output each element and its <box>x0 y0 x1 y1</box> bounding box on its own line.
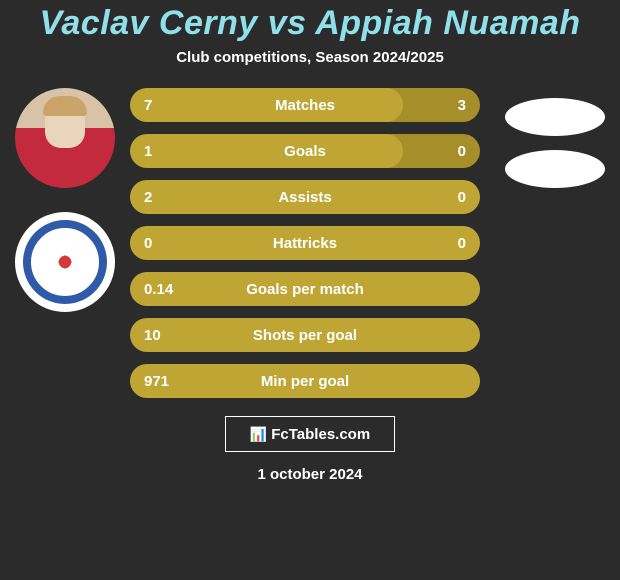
brand-box[interactable]: 📊 FcTables.com <box>225 416 395 452</box>
stat-row-content: 0Hattricks0 <box>130 226 480 260</box>
stat-bars-column: 7Matches31Goals02Assists00Hattricks00.14… <box>130 88 490 398</box>
club-badge-left <box>15 212 115 312</box>
stat-label: Matches <box>180 97 430 114</box>
stat-value-right: 3 <box>430 97 480 114</box>
stat-label: Goals <box>180 143 430 160</box>
comparison-content: 7Matches31Goals02Assists00Hattricks00.14… <box>0 88 620 398</box>
page-subtitle: Club competitions, Season 2024/2025 <box>176 49 444 66</box>
stat-value-right: 0 <box>430 189 480 206</box>
stat-row-content: 2Assists0 <box>130 180 480 214</box>
badge-crest-icon <box>50 247 80 277</box>
stat-row-content: 1Goals0 <box>130 134 480 168</box>
stat-row: 0.14Goals per match <box>130 272 480 306</box>
stat-label: Min per goal <box>180 373 430 390</box>
stat-value-left: 1 <box>130 143 180 160</box>
stat-label: Hattricks <box>180 235 430 252</box>
stat-row-content: 971Min per goal <box>130 364 480 398</box>
brand-text: FcTables.com <box>271 426 370 443</box>
club-badge-placeholder <box>505 150 605 188</box>
page-title: Vaclav Cerny vs Appiah Nuamah <box>39 4 580 43</box>
brand-chart-icon: 📊 <box>250 427 267 441</box>
stat-value-right: 0 <box>430 235 480 252</box>
stat-row-content: 10Shots per goal <box>130 318 480 352</box>
footer: 📊 FcTables.com 1 october 2024 <box>225 416 395 483</box>
stat-value-left: 0 <box>130 235 180 252</box>
stat-row-content: 7Matches3 <box>130 88 480 122</box>
stat-row: 971Min per goal <box>130 364 480 398</box>
stat-label: Goals per match <box>180 281 430 298</box>
stat-value-left: 10 <box>130 327 180 344</box>
stat-label: Shots per goal <box>180 327 430 344</box>
stat-value-left: 2 <box>130 189 180 206</box>
stat-row: 2Assists0 <box>130 180 480 214</box>
stat-row-content: 0.14Goals per match <box>130 272 480 306</box>
right-player-column <box>490 88 620 188</box>
stat-row: 1Goals0 <box>130 134 480 168</box>
stat-label: Assists <box>180 189 430 206</box>
stat-value-right: 0 <box>430 143 480 160</box>
player-photo-left <box>15 88 115 188</box>
stat-value-left: 0.14 <box>130 281 180 298</box>
stat-value-left: 7 <box>130 97 180 114</box>
left-player-column <box>0 88 130 312</box>
stat-row: 10Shots per goal <box>130 318 480 352</box>
player-photo-placeholder <box>505 98 605 136</box>
stat-row: 7Matches3 <box>130 88 480 122</box>
footer-date: 1 october 2024 <box>257 466 362 483</box>
stat-value-left: 971 <box>130 373 180 390</box>
stat-row: 0Hattricks0 <box>130 226 480 260</box>
